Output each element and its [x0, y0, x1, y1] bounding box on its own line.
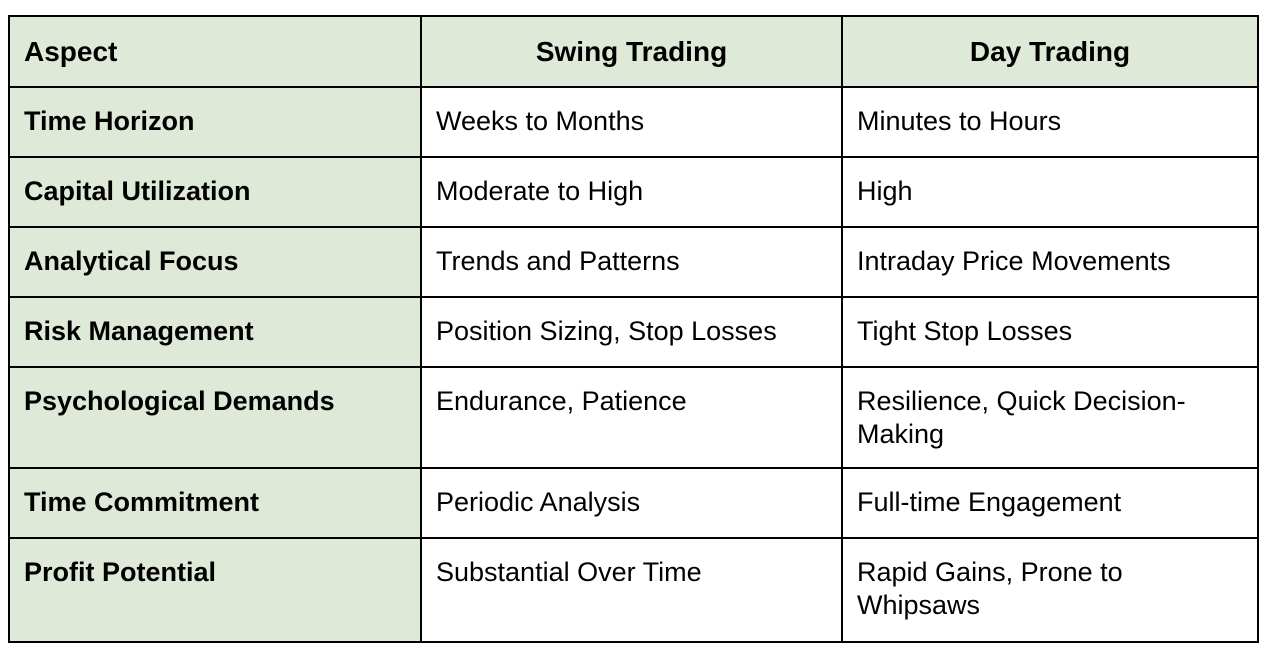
table-row: Time Horizon Weeks to Months Minutes to …	[8, 86, 1259, 158]
header-aspect: Aspect	[8, 15, 422, 88]
swing-cell: Substantial Over Time	[420, 537, 843, 643]
day-cell: Resilience, Quick Decision-Making	[841, 366, 1259, 469]
swing-cell: Endurance, Patience	[420, 366, 843, 469]
comparison-table: Aspect Swing Trading Day Trading Time Ho…	[8, 15, 1259, 643]
day-cell: Intraday Price Movements	[841, 226, 1259, 298]
day-cell: Tight Stop Losses	[841, 296, 1259, 368]
table-row: Psychological Demands Endurance, Patienc…	[8, 366, 1259, 469]
table-row: Profit Potential Substantial Over Time R…	[8, 537, 1259, 643]
table-header-row: Aspect Swing Trading Day Trading	[8, 15, 1259, 88]
aspect-cell: Risk Management	[8, 296, 422, 368]
day-cell: Rapid Gains, Prone to Whipsaws	[841, 537, 1259, 643]
aspect-cell: Capital Utilization	[8, 156, 422, 228]
aspect-cell: Analytical Focus	[8, 226, 422, 298]
table-row: Time Commitment Periodic Analysis Full-t…	[8, 467, 1259, 539]
swing-cell: Moderate to High	[420, 156, 843, 228]
aspect-cell: Psychological Demands	[8, 366, 422, 469]
aspect-cell: Time Commitment	[8, 467, 422, 539]
swing-cell: Position Sizing, Stop Losses	[420, 296, 843, 368]
table-row: Risk Management Position Sizing, Stop Lo…	[8, 296, 1259, 368]
day-cell: Full-time Engagement	[841, 467, 1259, 539]
table-row: Analytical Focus Trends and Patterns Int…	[8, 226, 1259, 298]
day-cell: Minutes to Hours	[841, 86, 1259, 158]
swing-cell: Periodic Analysis	[420, 467, 843, 539]
swing-cell: Trends and Patterns	[420, 226, 843, 298]
aspect-cell: Time Horizon	[8, 86, 422, 158]
header-day-trading: Day Trading	[841, 15, 1259, 88]
aspect-cell: Profit Potential	[8, 537, 422, 643]
swing-cell: Weeks to Months	[420, 86, 843, 158]
day-cell: High	[841, 156, 1259, 228]
table-row: Capital Utilization Moderate to High Hig…	[8, 156, 1259, 228]
header-swing-trading: Swing Trading	[420, 15, 843, 88]
